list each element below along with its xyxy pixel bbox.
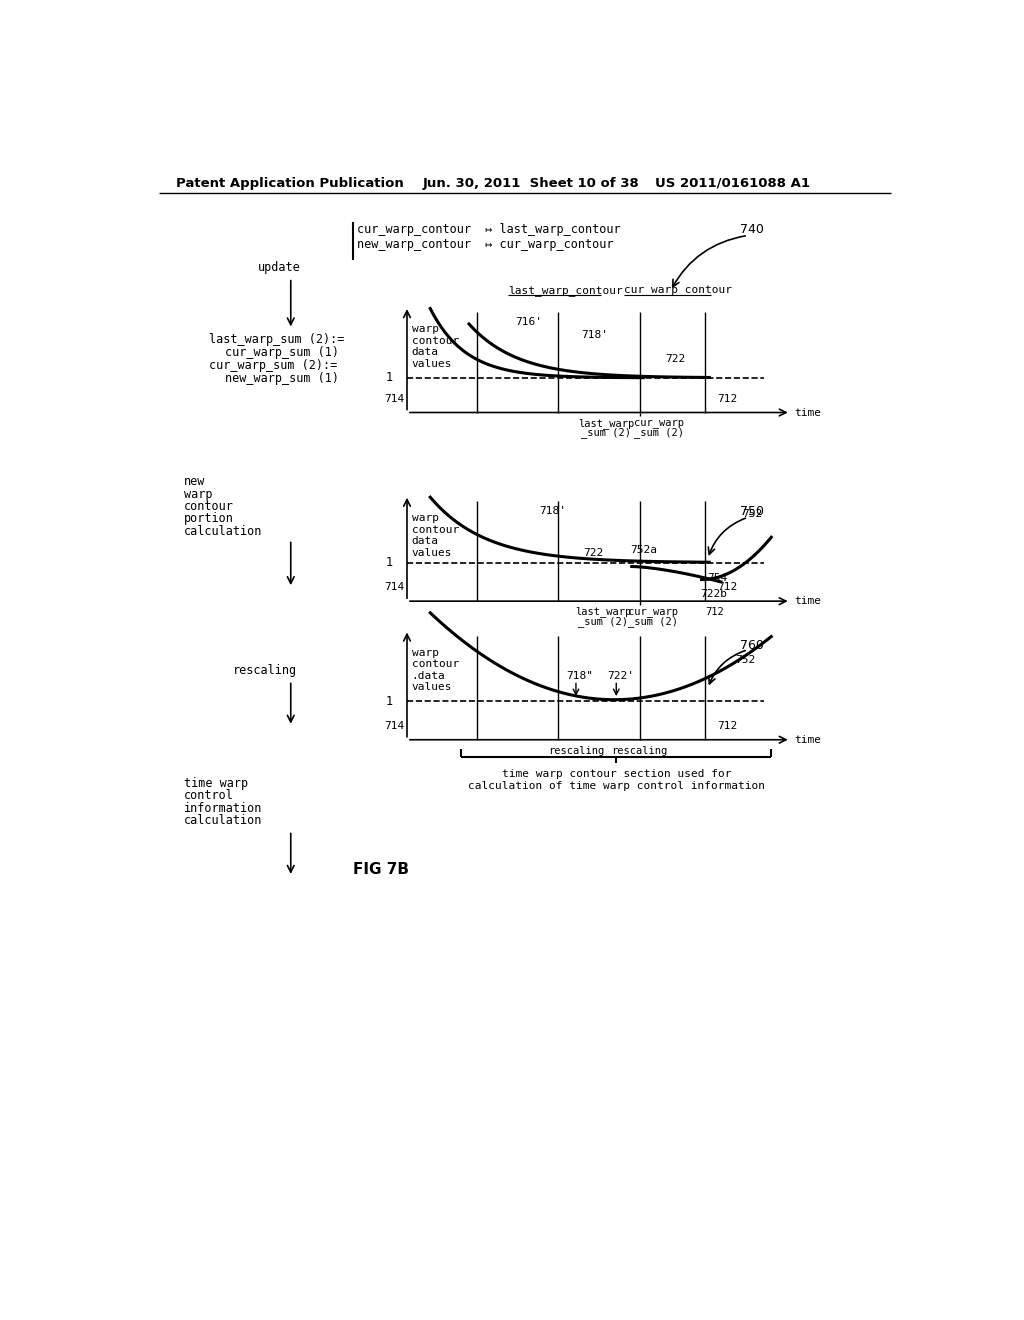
- Text: new_warp_contour  ↦ cur_warp_contour: new_warp_contour ↦ cur_warp_contour: [356, 238, 613, 251]
- Text: cur_warp: cur_warp: [634, 418, 684, 428]
- Text: new: new: [183, 475, 205, 488]
- Text: 722b: 722b: [700, 589, 727, 599]
- Text: 712: 712: [717, 582, 737, 593]
- Text: _sum (2): _sum (2): [582, 428, 631, 438]
- Text: contour: contour: [412, 659, 459, 669]
- Text: cur_warp_contour  ↦ last_warp_contour: cur_warp_contour ↦ last_warp_contour: [356, 223, 621, 236]
- Text: update: update: [258, 261, 301, 275]
- Text: 718': 718': [539, 506, 565, 516]
- Text: warp: warp: [183, 487, 212, 500]
- Text: calculation: calculation: [183, 814, 262, 828]
- Text: 752: 752: [742, 510, 763, 519]
- Text: rescaling: rescaling: [611, 746, 668, 755]
- Text: 1: 1: [386, 556, 393, 569]
- Text: data: data: [412, 347, 438, 358]
- Text: Jun. 30, 2011  Sheet 10 of 38: Jun. 30, 2011 Sheet 10 of 38: [423, 177, 639, 190]
- Text: time: time: [795, 597, 821, 606]
- Text: calculation of time warp control information: calculation of time warp control informa…: [468, 781, 765, 791]
- Text: cur_warp_sum (1): cur_warp_sum (1): [225, 346, 339, 359]
- Text: values: values: [412, 548, 453, 557]
- Text: contour: contour: [183, 500, 233, 513]
- Text: FIG 7B: FIG 7B: [352, 862, 409, 876]
- Text: 752: 752: [735, 656, 755, 665]
- Text: cur_warp_sum (2):=: cur_warp_sum (2):=: [209, 359, 338, 372]
- Text: warp: warp: [412, 513, 438, 523]
- Text: 712: 712: [717, 721, 737, 731]
- Text: contour: contour: [412, 335, 459, 346]
- Text: _sum (2): _sum (2): [634, 428, 684, 438]
- Text: warp: warp: [412, 648, 438, 657]
- Text: .data: .data: [412, 671, 445, 681]
- Text: values: values: [412, 359, 453, 370]
- Text: US 2011/0161088 A1: US 2011/0161088 A1: [655, 177, 810, 190]
- Text: _sum (2): _sum (2): [629, 615, 679, 627]
- Text: 740: 740: [740, 223, 764, 236]
- Text: last_warp_contour: last_warp_contour: [508, 285, 623, 296]
- Text: 714: 714: [384, 582, 404, 593]
- Text: calculation: calculation: [183, 524, 262, 537]
- Text: 716': 716': [515, 317, 543, 326]
- Text: last_warp: last_warp: [574, 606, 631, 618]
- Text: 714: 714: [384, 721, 404, 731]
- Text: time: time: [795, 408, 821, 417]
- Text: 718': 718': [582, 330, 608, 341]
- Text: rescaling: rescaling: [232, 664, 297, 677]
- Text: 712: 712: [717, 393, 737, 404]
- Text: 1: 1: [386, 371, 393, 384]
- Text: last_warp: last_warp: [579, 418, 634, 429]
- Text: last_warp_sum (2):=: last_warp_sum (2):=: [209, 333, 345, 346]
- Text: contour: contour: [412, 524, 459, 535]
- Text: cur_warp: cur_warp: [629, 607, 679, 616]
- Text: information: information: [183, 801, 262, 814]
- Text: time warp: time warp: [183, 777, 248, 791]
- Text: 750: 750: [740, 504, 764, 517]
- Text: 714: 714: [384, 393, 404, 404]
- Text: portion: portion: [183, 512, 233, 525]
- Text: 722: 722: [584, 548, 604, 557]
- Text: rescaling: rescaling: [548, 746, 604, 755]
- Text: control: control: [183, 789, 233, 803]
- Text: 718": 718": [566, 671, 593, 681]
- Text: 722': 722': [607, 671, 634, 681]
- Text: warp: warp: [412, 325, 438, 334]
- Text: _sum (2): _sum (2): [579, 615, 628, 627]
- Text: 760: 760: [740, 639, 764, 652]
- Text: 1: 1: [386, 694, 393, 708]
- Text: cur_warp_contour: cur_warp_contour: [624, 285, 732, 296]
- Text: values: values: [412, 682, 453, 693]
- Text: 712: 712: [706, 607, 724, 616]
- Text: new_warp_sum (1): new_warp_sum (1): [225, 372, 339, 385]
- Text: time: time: [795, 735, 821, 744]
- Text: 754: 754: [708, 573, 728, 583]
- Text: 752a: 752a: [630, 545, 657, 554]
- Text: time warp contour section used for: time warp contour section used for: [502, 768, 731, 779]
- Text: 722: 722: [665, 354, 685, 363]
- Text: Patent Application Publication: Patent Application Publication: [176, 177, 403, 190]
- Text: data: data: [412, 536, 438, 546]
